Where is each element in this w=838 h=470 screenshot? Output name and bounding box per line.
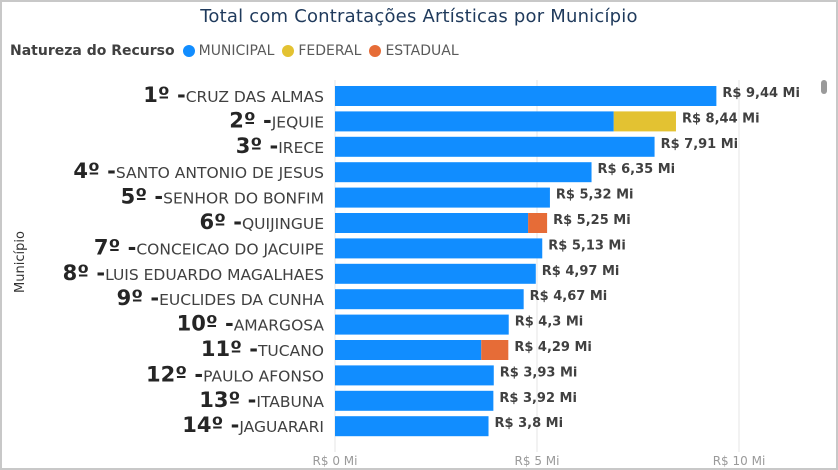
category-label: 13º -ITABUNA bbox=[199, 388, 324, 412]
chart-title: Total com Contratações Artísticas por Mu… bbox=[200, 6, 638, 27]
data-label: R$ 5,32 Mi bbox=[556, 188, 634, 203]
data-label: R$ 4,3 Mi bbox=[515, 315, 584, 330]
vertical-scrollbar[interactable] bbox=[819, 78, 827, 448]
data-label: R$ 7,91 Mi bbox=[661, 137, 739, 152]
bar-municipal bbox=[335, 263, 536, 284]
legend-item-estadual[interactable]: ESTADUAL bbox=[369, 43, 459, 59]
legend-title: Natureza do Recurso bbox=[10, 43, 175, 59]
category-label: 11º -TUCANO bbox=[201, 337, 324, 361]
category-label: 4º -SANTO ANTONIO DE JESUS bbox=[73, 159, 324, 183]
x-tick-label: R$ 10 Mi bbox=[713, 454, 766, 468]
bar-municipal bbox=[335, 416, 489, 437]
data-label: R$ 4,29 Mi bbox=[514, 340, 592, 355]
legend: Natureza do Recurso MUNICIPAL FEDERAL ES… bbox=[10, 43, 467, 59]
x-tick-label: R$ 5 Mi bbox=[515, 454, 560, 468]
data-label: R$ 5,13 Mi bbox=[548, 238, 626, 253]
data-label: R$ 4,97 Mi bbox=[542, 264, 620, 279]
data-label: R$ 6,35 Mi bbox=[598, 162, 676, 177]
legend-item-municipal[interactable]: MUNICIPAL bbox=[182, 43, 275, 59]
category-label: 10º -AMARGOSA bbox=[177, 312, 325, 336]
data-label: R$ 3,93 Mi bbox=[500, 365, 578, 380]
category-label: 2º -JEQUIE bbox=[229, 108, 324, 132]
category-label: 6º -QUIJINGUE bbox=[200, 210, 325, 234]
legend-label-municipal: MUNICIPAL bbox=[198, 43, 275, 59]
data-label: R$ 3,8 Mi bbox=[495, 416, 564, 431]
category-label: 5º -SENHOR DO BONFIM bbox=[121, 185, 324, 209]
data-label: R$ 4,67 Mi bbox=[530, 289, 608, 304]
x-tick-label: R$ 0 Mi bbox=[313, 454, 358, 468]
bar-municipal bbox=[335, 238, 543, 259]
legend-item-federal[interactable]: FEDERAL bbox=[282, 43, 361, 59]
category-label: 12º -PAULO AFONSO bbox=[146, 362, 324, 386]
bar-federal bbox=[613, 111, 676, 132]
category-label: 1º -CRUZ DAS ALMAS bbox=[143, 83, 324, 107]
bar-estadual bbox=[528, 213, 548, 233]
bar-municipal bbox=[335, 314, 509, 335]
bar-municipal bbox=[335, 289, 524, 310]
bar-municipal bbox=[335, 162, 592, 183]
y-axis-title: Município bbox=[13, 231, 28, 293]
bar-municipal bbox=[335, 213, 529, 233]
legend-swatch-municipal bbox=[182, 45, 195, 57]
bar-municipal bbox=[335, 365, 494, 386]
scrollbar-thumb[interactable] bbox=[821, 80, 827, 94]
category-label: 8º -LUIS EDUARDO MAGALHAES bbox=[63, 261, 324, 285]
data-label: R$ 8,44 Mi bbox=[682, 111, 760, 126]
bar-municipal bbox=[335, 136, 655, 157]
bar-municipal bbox=[335, 390, 494, 411]
data-label: R$ 3,92 Mi bbox=[499, 391, 577, 406]
legend-swatch-estadual bbox=[369, 45, 382, 57]
bar-municipal bbox=[335, 340, 482, 360]
legend-swatch-federal bbox=[282, 45, 295, 57]
category-label: 7º -CONCEICAO DO JACUIPE bbox=[94, 235, 324, 259]
legend-label-estadual: ESTADUAL bbox=[385, 43, 459, 59]
data-label: R$ 9,44 Mi bbox=[722, 86, 800, 101]
bar-estadual bbox=[481, 340, 509, 360]
data-label: R$ 5,25 Mi bbox=[553, 213, 631, 228]
bar-municipal bbox=[335, 111, 614, 132]
bar-municipal bbox=[335, 86, 717, 106]
category-label: 3º -IRECE bbox=[236, 134, 324, 158]
bar-municipal bbox=[335, 187, 550, 208]
legend-label-federal: FEDERAL bbox=[298, 43, 362, 59]
category-label: 14º -JAGUARARI bbox=[182, 413, 324, 437]
category-label: 9º -EUCLIDES DA CUNHA bbox=[117, 286, 325, 310]
